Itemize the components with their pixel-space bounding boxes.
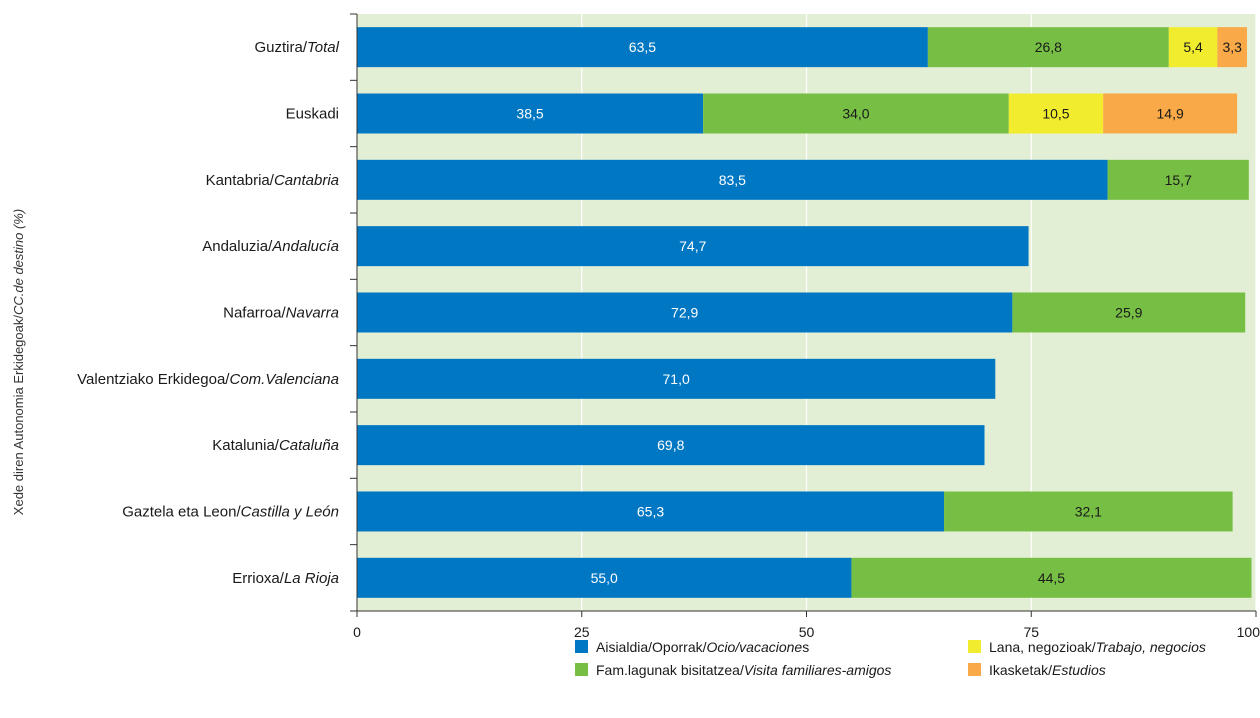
y-axis-title: Xede diren Autonomia Erkidegoak/CC.de de…: [11, 209, 26, 515]
bar-segment: [1217, 27, 1248, 68]
bar-segment: [357, 27, 928, 68]
bar-segment: [357, 93, 704, 134]
legend-swatch: [575, 640, 588, 653]
data-label: 3,3: [1222, 39, 1242, 55]
bar-segment: [357, 491, 945, 532]
data-label: 25,9: [1115, 304, 1142, 320]
legend-swatch: [968, 663, 981, 676]
bar-segment: [357, 292, 1013, 333]
category-label: Guztira/Total: [255, 39, 340, 56]
data-label: 10,5: [1042, 105, 1069, 121]
legend-label: Lana, negozioak/Trabajo, negocios: [989, 639, 1206, 655]
data-label: 72,9: [671, 304, 698, 320]
data-label: 32,1: [1075, 503, 1102, 519]
category-label: Euskadi: [286, 105, 339, 122]
category-label: Valentziako Erkidegoa/Com.Valenciana: [77, 371, 339, 388]
data-label: 34,0: [842, 105, 869, 121]
x-tick-label: 0: [353, 624, 361, 640]
bar-segment: [703, 93, 1009, 134]
data-label: 65,3: [637, 503, 664, 519]
bar-segment: [357, 159, 1108, 200]
category-label: Gaztela eta Leon/Castilla y León: [122, 503, 339, 520]
bar-segment: [1103, 93, 1238, 134]
data-label: 55,0: [591, 570, 618, 586]
data-label: 5,4: [1183, 39, 1203, 55]
data-label: 71,0: [663, 371, 690, 387]
data-label: 69,8: [657, 437, 684, 453]
data-label: 15,7: [1165, 172, 1192, 188]
bar-segment: [1008, 93, 1104, 134]
x-tick-label: 50: [799, 624, 815, 640]
bar-segment: [357, 226, 1029, 267]
category-label: Katalunia/Cataluña: [212, 437, 339, 454]
data-label: 44,5: [1038, 570, 1065, 586]
x-tick-label: 25: [574, 624, 590, 640]
x-tick-label: 75: [1023, 624, 1039, 640]
bar-segment: [851, 557, 1252, 598]
legend-label: Aisialdia/Oporrak/Ocio/vacaciones: [596, 639, 809, 655]
bar-segment: [1107, 159, 1249, 200]
legend-swatch: [575, 663, 588, 676]
data-label: 14,9: [1157, 105, 1184, 121]
category-label: Andaluzia/Andalucía: [202, 238, 339, 255]
data-label: 74,7: [679, 238, 706, 254]
legend-swatch: [968, 640, 981, 653]
data-label: 38,5: [516, 105, 543, 121]
bar-segment: [944, 491, 1233, 532]
bar-segment: [1168, 27, 1218, 68]
legend-label: Fam.lagunak bisitatzea/Visita familiares…: [596, 662, 891, 678]
bar-segment: [927, 27, 1169, 68]
category-label: Kantabria/Cantabria: [206, 172, 339, 189]
legend-label: Ikasketak/Estudios: [989, 662, 1106, 678]
bar-segment: [357, 358, 996, 399]
bar-segment: [357, 425, 985, 466]
category-label: Nafarroa/Navarra: [223, 304, 339, 321]
x-tick-label: 100: [1237, 624, 1260, 640]
data-label: 63,5: [629, 39, 656, 55]
bar-segment: [1012, 292, 1246, 333]
data-label: 83,5: [719, 172, 746, 188]
category-label: Errioxa/La Rioja: [232, 570, 339, 587]
data-label: 26,8: [1035, 39, 1062, 55]
bar-segment: [357, 557, 852, 598]
